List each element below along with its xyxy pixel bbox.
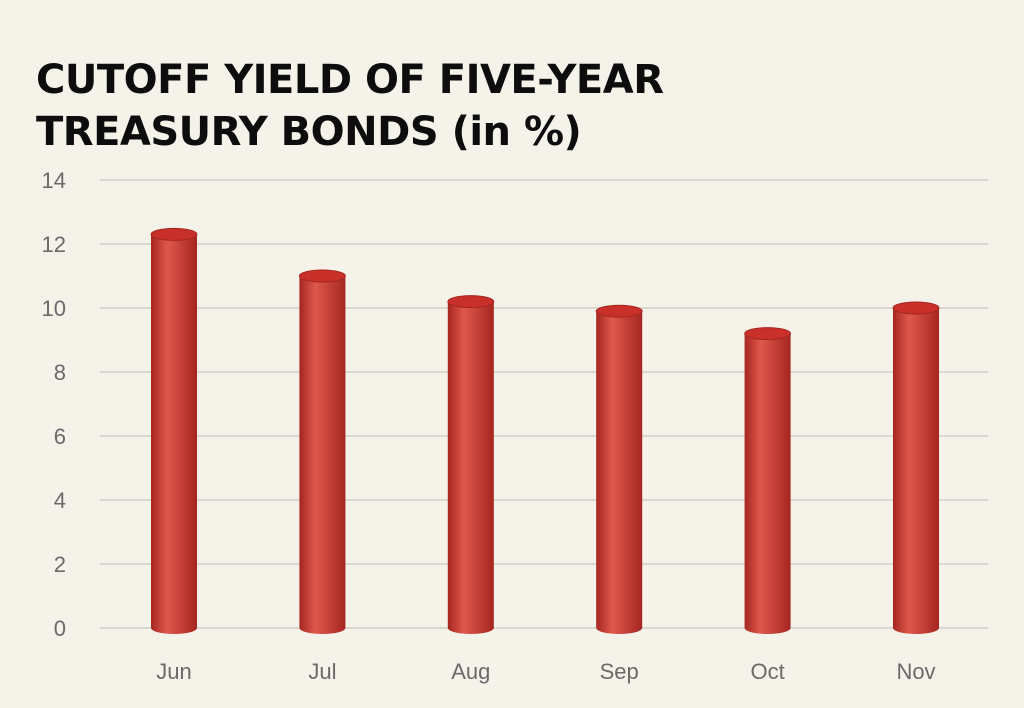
y-axis: 0 2 4 6 8 10 12 14 [42, 168, 66, 641]
y-tick-label: 8 [54, 360, 66, 385]
y-tick-label: 12 [42, 232, 66, 257]
bar-top-cap [595, 304, 643, 318]
x-tick-label: Nov [896, 659, 935, 684]
bar-bottom-cap [596, 622, 643, 634]
y-tick-label: 6 [54, 424, 66, 449]
x-tick-label: Jul [308, 659, 336, 684]
bars [150, 227, 940, 634]
x-tick-label: Oct [750, 659, 784, 684]
y-tick-label: 2 [54, 552, 66, 577]
bar-bottom-cap [447, 622, 494, 634]
x-tick-label: Sep [600, 659, 639, 684]
bar [744, 327, 792, 634]
bar-top-cap [892, 301, 940, 315]
x-tick-label: Jun [156, 659, 191, 684]
bar-top-cap [150, 227, 198, 241]
grid-lines [100, 179, 988, 629]
x-axis: Jun Jul Aug Sep Oct Nov [156, 659, 935, 684]
bar-bottom-cap [744, 622, 791, 634]
bar [595, 304, 643, 634]
chart-title-line-1: CUTOFF YIELD OF FIVE-YEAR [36, 57, 664, 103]
bar-bottom-cap [893, 622, 939, 634]
y-tick-label: 4 [54, 488, 66, 513]
bar-bottom-cap [299, 622, 346, 634]
y-tick-label: 0 [54, 616, 66, 641]
bar [150, 227, 198, 634]
bar-body [744, 333, 791, 628]
y-tick-label: 14 [42, 168, 66, 193]
bar-body [447, 301, 494, 628]
bar-body [151, 234, 197, 628]
x-tick-label: Aug [451, 659, 490, 684]
bar-top-cap [744, 327, 792, 341]
chart-title-line-2: TREASURY BONDS (in %) [36, 109, 582, 155]
bar-top-cap [298, 269, 346, 283]
bar-body [299, 276, 346, 628]
bar-body [596, 311, 643, 628]
bar-bottom-cap [151, 622, 197, 634]
bar [892, 301, 940, 634]
bar [447, 295, 495, 634]
y-tick-label: 10 [42, 296, 66, 321]
bar-top-cap [447, 295, 495, 309]
chart-title: CUTOFF YIELD OF FIVE-YEAR TREASURY BONDS… [36, 54, 664, 158]
bar [298, 269, 346, 634]
bar-body [893, 308, 939, 628]
